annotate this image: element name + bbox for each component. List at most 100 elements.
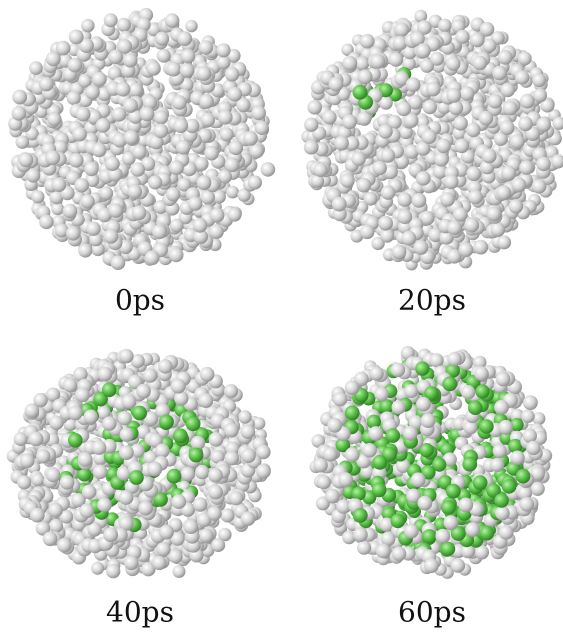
atom	[472, 55, 488, 71]
atom	[424, 558, 439, 574]
atom	[497, 49, 513, 65]
crystal-atom	[441, 500, 456, 515]
atom	[93, 451, 108, 466]
atom	[229, 491, 244, 506]
atom	[453, 207, 468, 222]
atom	[490, 222, 506, 237]
atom	[54, 223, 69, 238]
atom	[532, 412, 546, 426]
atom	[69, 153, 84, 168]
atom	[158, 359, 173, 374]
atom	[254, 120, 269, 135]
atom	[117, 411, 132, 426]
atom	[91, 440, 107, 455]
atom	[334, 135, 349, 151]
atom	[421, 129, 437, 145]
atom	[121, 151, 136, 166]
atom	[388, 52, 404, 67]
atom	[47, 112, 62, 127]
atom	[123, 52, 138, 68]
atom	[45, 150, 61, 166]
atom	[446, 56, 461, 71]
atom	[156, 541, 171, 557]
atom	[68, 29, 84, 45]
atom	[461, 149, 475, 164]
atom	[322, 446, 338, 462]
atom	[511, 177, 527, 193]
atom	[212, 189, 226, 204]
atom	[211, 538, 226, 553]
atom	[420, 58, 434, 73]
atom	[532, 73, 547, 88]
atom	[442, 452, 457, 467]
atom	[81, 18, 95, 33]
atom	[79, 38, 94, 53]
atom	[429, 353, 444, 368]
atom	[53, 140, 68, 155]
atom	[223, 384, 239, 399]
atom	[344, 447, 360, 463]
atom	[341, 43, 354, 56]
atom	[147, 461, 163, 477]
atom	[356, 177, 372, 193]
atom	[372, 160, 387, 176]
atom	[148, 175, 163, 190]
atom	[357, 111, 372, 126]
atom	[66, 90, 81, 106]
crystal-atom	[352, 84, 368, 100]
atom	[31, 190, 45, 204]
atom	[171, 494, 187, 510]
atom	[486, 206, 502, 222]
atom	[199, 94, 214, 109]
atom	[193, 229, 209, 245]
atom	[519, 496, 535, 512]
atom	[494, 399, 509, 415]
atom	[207, 506, 222, 521]
atom	[237, 188, 251, 202]
atom	[51, 177, 67, 192]
atom	[460, 543, 476, 559]
atom	[19, 453, 35, 469]
atom	[224, 67, 240, 82]
atom	[465, 122, 481, 138]
atom	[138, 500, 153, 516]
atom	[473, 355, 487, 370]
atom	[200, 190, 215, 205]
atom	[342, 114, 357, 130]
atom	[228, 140, 244, 156]
atom	[469, 32, 485, 48]
atom	[327, 417, 343, 433]
atom	[497, 235, 512, 250]
atom	[199, 528, 214, 543]
atom	[510, 450, 525, 465]
atom	[170, 531, 185, 546]
atom	[530, 466, 545, 481]
atom	[311, 434, 326, 448]
atom	[65, 226, 81, 241]
atom	[436, 138, 451, 154]
atom	[394, 71, 409, 86]
atom	[200, 112, 216, 127]
atom	[45, 51, 61, 67]
atom	[391, 546, 407, 562]
atom	[208, 484, 223, 500]
atom	[99, 186, 114, 201]
atom	[142, 95, 157, 110]
atom	[304, 117, 319, 132]
crystal-atom	[440, 541, 456, 557]
atom	[397, 192, 413, 207]
atom	[136, 383, 151, 399]
atom	[238, 410, 252, 424]
atom	[530, 481, 545, 496]
atom	[209, 207, 225, 223]
panel-label: 40ps	[106, 596, 174, 629]
crystal-atom	[415, 361, 430, 376]
atom	[224, 157, 240, 173]
atom	[62, 203, 78, 219]
atom	[451, 19, 466, 34]
atom	[119, 348, 134, 364]
atom	[118, 516, 134, 531]
crystal-atom	[153, 492, 168, 507]
atom	[46, 387, 61, 402]
